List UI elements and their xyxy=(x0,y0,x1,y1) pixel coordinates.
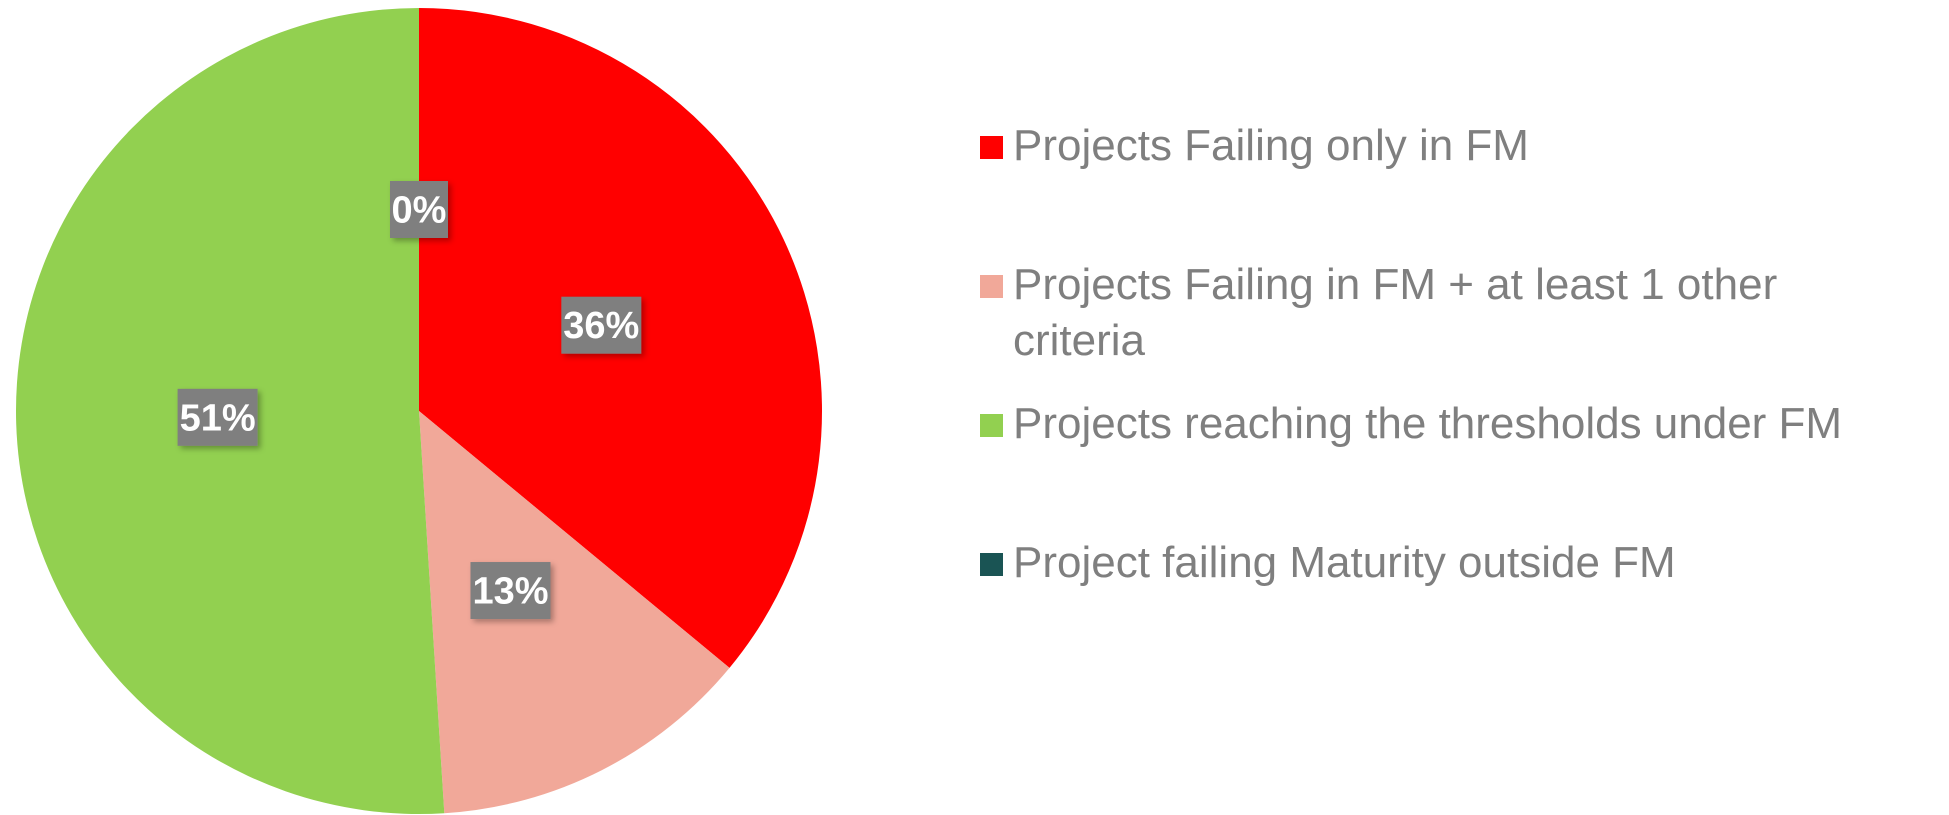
legend-item: Project failing Maturity outside FM xyxy=(980,535,1910,674)
legend-item: Projects Failing in FM + at least 1 othe… xyxy=(980,257,1910,396)
data-label-box xyxy=(177,388,258,446)
data-label: 13% xyxy=(472,571,548,613)
pie xyxy=(15,8,823,814)
legend-label: Projects Failing in FM + at least 1 othe… xyxy=(1013,260,1778,365)
data-label: 36% xyxy=(563,305,639,347)
legend-swatch xyxy=(980,136,1003,159)
pie-slice xyxy=(419,411,730,814)
legend-label: Projects Failing only in FM xyxy=(1013,121,1529,170)
legend-label: Project failing Maturity outside FM xyxy=(1013,538,1676,587)
data-label-box xyxy=(390,181,448,238)
legend-item: Projects Failing only in FM xyxy=(980,118,1910,257)
legend-label: Projects reaching the thresholds under F… xyxy=(1013,399,1843,448)
legend-swatch xyxy=(980,275,1003,298)
legend-swatch xyxy=(980,553,1003,576)
legend-item: Projects reaching the thresholds under F… xyxy=(980,396,1910,535)
legend: Projects Failing only in FM Projects Fail… xyxy=(980,118,1910,674)
data-label: 0% xyxy=(392,190,447,232)
data-label-box xyxy=(561,296,642,354)
legend-swatch xyxy=(980,414,1003,437)
data-label: 51% xyxy=(180,397,256,439)
data-label-box xyxy=(470,562,551,620)
